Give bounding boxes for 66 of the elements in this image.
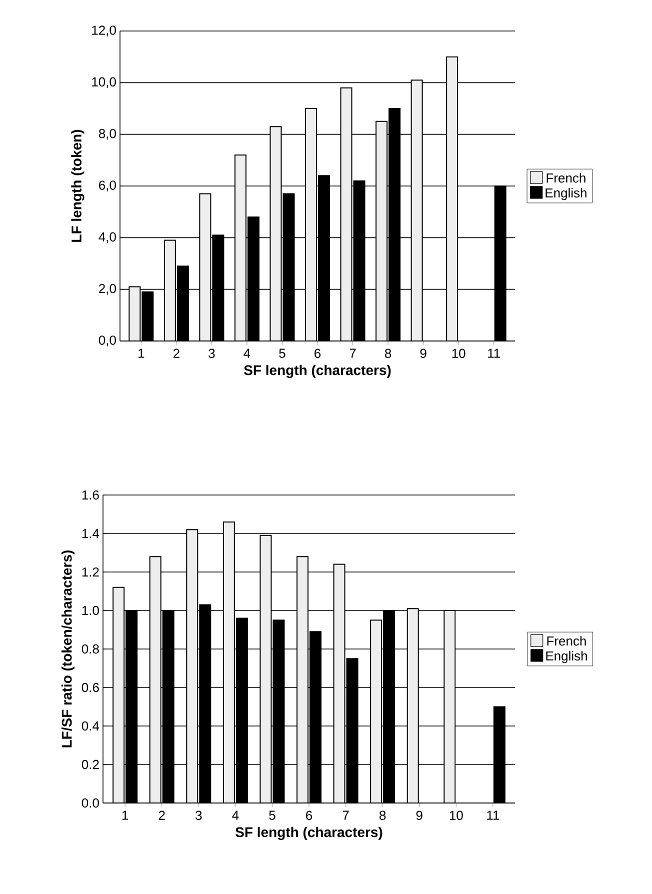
- x-tick-label: 10: [450, 810, 463, 820]
- bar: [410, 80, 423, 341]
- x-tick-label: 8: [384, 348, 392, 358]
- bar: [199, 193, 212, 341]
- y-tick-label: 1.6: [82, 490, 99, 500]
- y-tick-label: 1.2: [82, 567, 99, 577]
- bar: [376, 120, 388, 341]
- bar: [164, 240, 176, 341]
- x-tick-label: 7: [350, 348, 356, 358]
- bar: [305, 108, 317, 341]
- y-tick-label: 0.2: [82, 760, 99, 770]
- y-tick-label: 10,0: [92, 77, 116, 88]
- y-tick-label: 0,0: [98, 336, 116, 346]
- legend-label: English: [546, 650, 587, 664]
- y-axis-title: LF length (token): [71, 130, 84, 242]
- bar: [270, 126, 282, 341]
- x-axis-title: SF length (characters): [244, 364, 391, 378]
- bar: [234, 154, 246, 341]
- x-tick-label: 3: [208, 348, 215, 358]
- x-tick-label: 10: [452, 348, 466, 358]
- x-tick-label: 1: [122, 810, 128, 820]
- y-tick-label: 0.4: [82, 721, 100, 731]
- x-tick-label: 3: [196, 810, 202, 820]
- y-tick-label: 0.6: [82, 682, 99, 692]
- y-tick-label: 2,0: [99, 284, 116, 295]
- x-tick-label: 5: [269, 810, 276, 820]
- y-tick-label: 0.8: [82, 644, 99, 654]
- bar: [186, 529, 198, 803]
- bar: [260, 534, 272, 803]
- bar: [370, 620, 382, 803]
- x-tick-label: 9: [420, 348, 426, 358]
- bar: [149, 556, 162, 803]
- x-tick-label: 11: [487, 810, 500, 820]
- x-tick-label: 9: [416, 810, 422, 820]
- x-tick-label: 4: [232, 810, 239, 820]
- y-tick-label: 6,0: [99, 180, 116, 192]
- y-tick-label: 1.4: [82, 529, 100, 538]
- y-axis-title: LF/SF ratio (token/characters): [61, 550, 75, 748]
- y-tick-label: 4,0: [98, 232, 116, 244]
- bar: [296, 556, 308, 803]
- x-tick-label: 5: [279, 348, 286, 358]
- legend-label: French: [546, 173, 586, 183]
- y-tick-label: 1.0: [82, 606, 99, 616]
- bar: [406, 608, 419, 803]
- y-tick-label: 12,0: [92, 26, 116, 36]
- bar: [222, 521, 235, 803]
- bar: [112, 586, 125, 803]
- x-tick-label: 2: [158, 810, 165, 820]
- x-tick-label: 2: [173, 348, 180, 358]
- x-tick-label: 6: [314, 348, 321, 358]
- bar: [444, 610, 456, 803]
- x-tick-label: 8: [380, 810, 386, 820]
- bar: [128, 286, 141, 341]
- x-tick-label: 6: [306, 810, 312, 820]
- bar: [340, 87, 352, 341]
- y-tick-label: 8,0: [98, 128, 116, 140]
- x-axis-title: SF length (characters): [236, 826, 382, 840]
- x-tick-label: 4: [244, 348, 250, 358]
- y-tick-label: 0.0: [82, 798, 99, 808]
- bar: [446, 56, 458, 341]
- legend-label: English: [546, 188, 586, 200]
- x-tick-label: 1: [138, 348, 144, 358]
- x-tick-label: 7: [342, 810, 349, 820]
- bar: [333, 564, 346, 803]
- legend-label: French: [547, 636, 586, 646]
- x-tick-label: 11: [488, 348, 500, 358]
